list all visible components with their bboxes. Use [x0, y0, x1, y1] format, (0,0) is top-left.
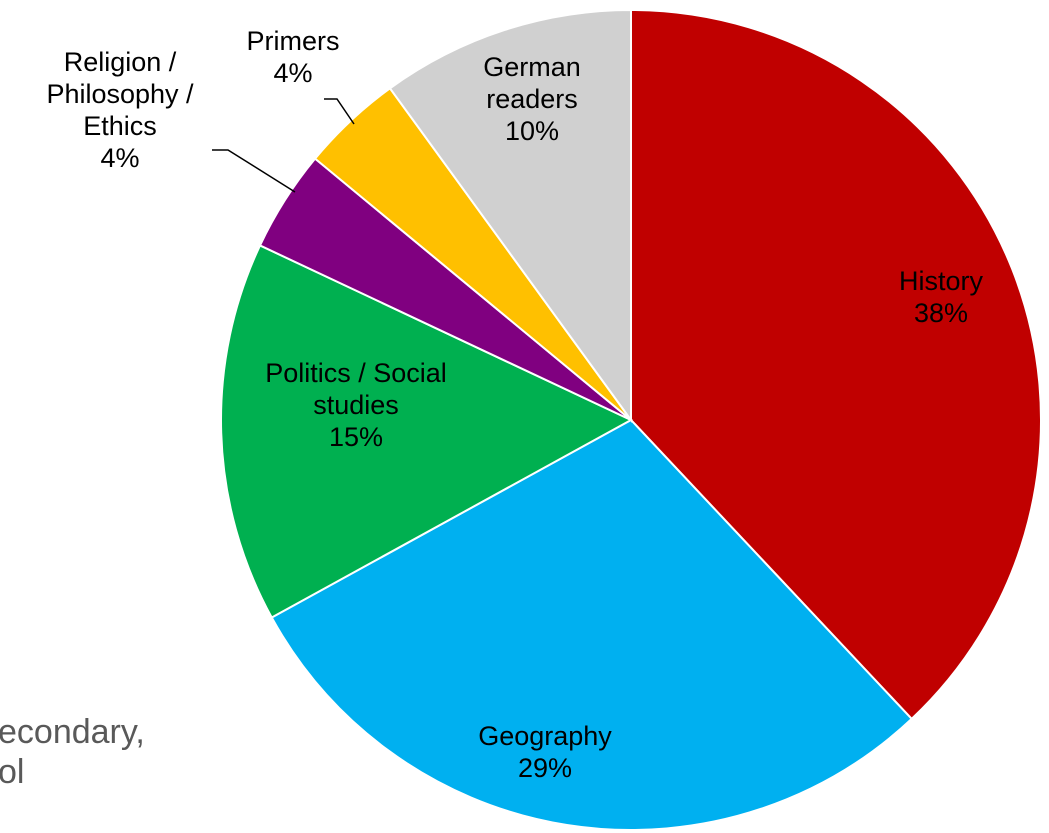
data-label-history-line-1: History	[899, 266, 984, 296]
data-label-primers-line-1: Primers	[247, 26, 340, 56]
data-label-german-readers-line-2: readers	[486, 84, 578, 114]
data-label-geography-line-1: Geography	[478, 721, 612, 751]
data-label-religion-philosophy-ethics-line-1: Religion /	[64, 47, 177, 77]
data-label-history-line-2: 38%	[914, 298, 968, 328]
pie-slice-geography	[270, 418, 914, 831]
pie-slice-german-readers	[388, 8, 632, 424]
data-label-german-readers-line-1: German	[483, 52, 581, 82]
pie-slices	[220, 8, 1042, 831]
leader-lines	[212, 98, 355, 193]
pie-slice-history	[630, 8, 1042, 721]
pie-slice-politics-social-studies	[220, 244, 634, 619]
background-text-line-2: ol	[0, 753, 25, 791]
data-label-politics-social-studies-line-3: 15%	[329, 422, 383, 452]
leader-line-religion-philosophy-ethics	[212, 149, 296, 193]
data-label-primers-line-2: 4%	[273, 58, 312, 88]
leader-line-primers	[324, 98, 355, 125]
data-label-german-readers-line-3: 10%	[505, 116, 559, 146]
data-label-geography-line-2: 29%	[518, 753, 572, 783]
data-label-religion-philosophy-ethics-line-2: Philosophy /	[46, 79, 194, 109]
data-label-politics-social-studies-line-1: Politics / Social	[265, 358, 447, 388]
data-label-politics-social-studies-line-2: studies	[313, 390, 399, 420]
data-label-religion-philosophy-ethics-line-4: 4%	[100, 143, 139, 173]
background-text-line-1: econdary,	[0, 713, 145, 751]
data-label-religion-philosophy-ethics-line-3: Ethics	[83, 111, 157, 141]
